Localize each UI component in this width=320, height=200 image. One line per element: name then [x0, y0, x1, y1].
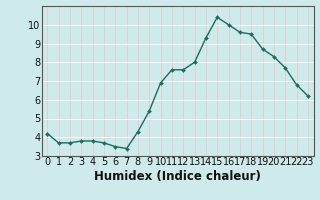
X-axis label: Humidex (Indice chaleur): Humidex (Indice chaleur) — [94, 170, 261, 183]
